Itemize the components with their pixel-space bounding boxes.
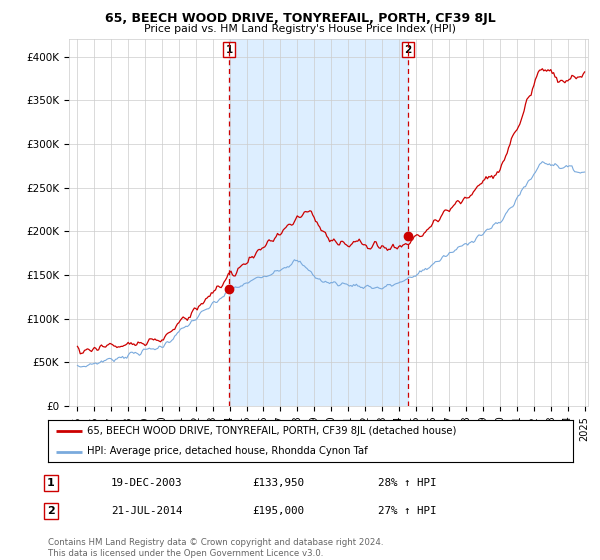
Bar [229,39,408,406]
Text: £195,000: £195,000 [252,506,304,516]
Text: Price paid vs. HM Land Registry's House Price Index (HPI): Price paid vs. HM Land Registry's House … [144,24,456,34]
Text: £133,950: £133,950 [252,478,304,488]
Text: 28% ↑ HPI: 28% ↑ HPI [378,478,437,488]
Text: 21-JUL-2014: 21-JUL-2014 [111,506,182,516]
Text: 65, BEECH WOOD DRIVE, TONYREFAIL, PORTH, CF39 8JL: 65, BEECH WOOD DRIVE, TONYREFAIL, PORTH,… [104,12,496,25]
Text: 19-DEC-2003: 19-DEC-2003 [111,478,182,488]
Text: 1: 1 [226,45,233,55]
Text: 65, BEECH WOOD DRIVE, TONYREFAIL, PORTH, CF39 8JL (detached house): 65, BEECH WOOD DRIVE, TONYREFAIL, PORTH,… [88,426,457,436]
Text: HPI: Average price, detached house, Rhondda Cynon Taf: HPI: Average price, detached house, Rhon… [88,446,368,456]
Text: Contains HM Land Registry data © Crown copyright and database right 2024.
This d: Contains HM Land Registry data © Crown c… [48,538,383,558]
Text: 2: 2 [47,506,55,516]
Text: 2: 2 [404,45,412,55]
Text: 27% ↑ HPI: 27% ↑ HPI [378,506,437,516]
Text: 1: 1 [47,478,55,488]
